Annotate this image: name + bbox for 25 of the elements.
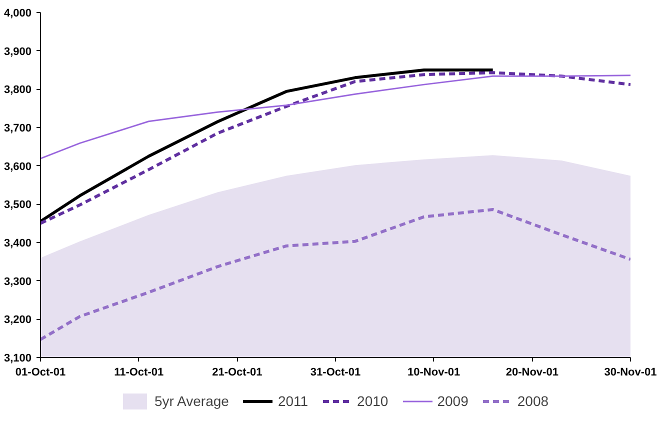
legend-label: 2010 xyxy=(357,393,388,409)
x-tick-label: 01-Oct-01 xyxy=(15,366,66,378)
y-tick-label: 3,100 xyxy=(4,352,32,364)
x-tick-label: 10-Nov-01 xyxy=(408,366,460,378)
y-tick-label: 3,400 xyxy=(4,238,32,250)
y-tick-label: 3,900 xyxy=(4,46,32,58)
y-tick-label: 3,500 xyxy=(4,199,32,212)
x-tick-label: 11-Oct-01 xyxy=(114,366,164,378)
x-tick-label: 20-Nov-01 xyxy=(506,366,558,378)
line-series xyxy=(40,74,630,160)
legend-label: 2009 xyxy=(437,393,468,409)
y-tick-label: 3,600 xyxy=(4,160,32,173)
x-tick-label: 31-Oct-01 xyxy=(310,366,361,378)
legend-label: 5yr Average xyxy=(154,393,229,409)
legend-label: 2008 xyxy=(517,393,549,409)
legend-label: 2011 xyxy=(278,393,308,409)
x-tick-label: 21-Oct-01 xyxy=(212,366,262,378)
y-tick-label: 3,800 xyxy=(4,84,32,96)
y-tick-label: 4,000 xyxy=(4,8,32,20)
y-tick-label: 3,700 xyxy=(4,122,32,134)
line-series xyxy=(40,71,630,225)
x-tick-label: 30-Nov-01 xyxy=(604,366,657,378)
line-series xyxy=(40,208,630,341)
y-tick-label: 3,200 xyxy=(4,314,32,326)
y-tick-label: 3,300 xyxy=(4,276,32,288)
